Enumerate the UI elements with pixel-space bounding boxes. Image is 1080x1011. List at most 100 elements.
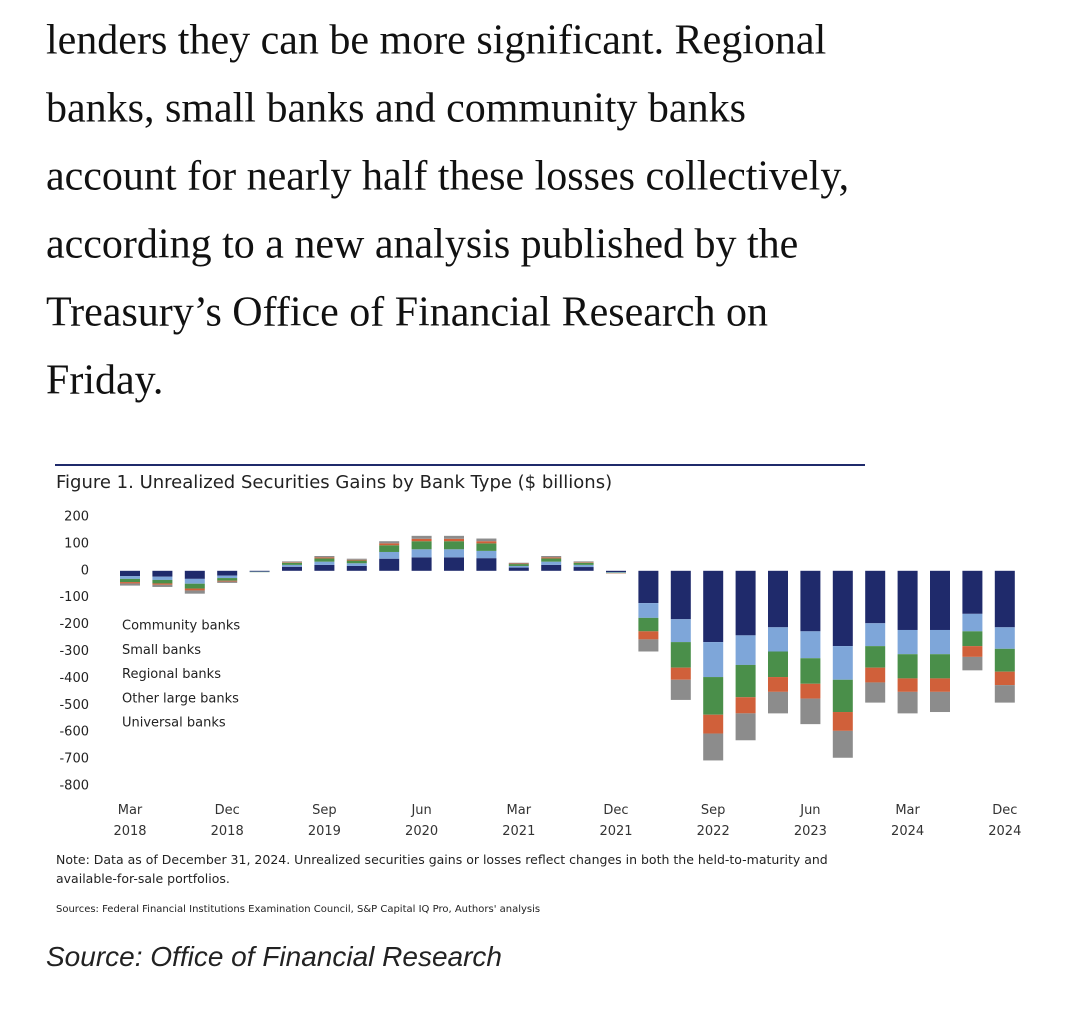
- y-tick-label: -800: [59, 779, 89, 794]
- bar-segment: [930, 570, 950, 630]
- bar-segment: [573, 562, 594, 563]
- bar-segment: [703, 677, 724, 715]
- bar-segment: [411, 549, 432, 558]
- bar-segment: [832, 646, 853, 680]
- bar-segment: [444, 549, 464, 558]
- bar-segment: [184, 578, 205, 584]
- bar-segment: [897, 629, 918, 655]
- x-tick-label: Jun 2023: [793, 803, 827, 839]
- bar-segment: [832, 730, 853, 758]
- legend-entry: Regional banks: [122, 667, 221, 682]
- bar-segment: [152, 579, 173, 584]
- x-tick-label: Dec 2021: [599, 803, 633, 839]
- bar-segment: [703, 733, 724, 761]
- bar-segment: [670, 570, 691, 620]
- y-tick-label: -500: [59, 698, 89, 713]
- bar-segment: [411, 538, 432, 542]
- bar-segment: [930, 678, 950, 692]
- bar-segment: [476, 558, 497, 571]
- y-tick-label: -700: [59, 752, 89, 767]
- bar-segment: [152, 576, 173, 580]
- bar-segment: [994, 648, 1015, 672]
- bar-segment: [606, 572, 626, 573]
- y-tick-label: -600: [59, 725, 89, 740]
- bar-segment: [541, 558, 562, 562]
- bar-segment: [314, 556, 335, 558]
- bar-segment: [735, 697, 756, 714]
- y-tick-label: -300: [59, 644, 89, 659]
- bar-segment: [994, 685, 1015, 703]
- bar-segment: [703, 642, 724, 678]
- legend-entry: Universal banks: [122, 716, 226, 731]
- bar-segment: [638, 631, 659, 640]
- bar-segment: [120, 583, 140, 586]
- bar-segment: [735, 713, 756, 741]
- bar-segment: [638, 570, 659, 604]
- bar-segment: [930, 629, 950, 655]
- x-tick-label: Sep 2019: [307, 803, 341, 839]
- bar-segment: [346, 565, 367, 571]
- bar-segment: [152, 570, 173, 577]
- bar-segment: [573, 561, 594, 563]
- y-tick-label: -100: [59, 590, 89, 605]
- bar-segment: [768, 651, 788, 678]
- bar-segment: [120, 582, 140, 584]
- bar-segment: [217, 578, 238, 581]
- bar-segment: [314, 557, 335, 559]
- bar-segment: [508, 565, 529, 568]
- bar-segment: [184, 570, 205, 579]
- bar-segment: [476, 543, 497, 551]
- bar-segment: [768, 691, 788, 714]
- bar-segment: [249, 570, 270, 572]
- bar-segment: [120, 578, 140, 583]
- bar-segment: [508, 562, 529, 564]
- bar-segment: [217, 581, 238, 583]
- bar-segment: [541, 564, 562, 571]
- bar-segment: [476, 550, 497, 559]
- bar-segment: [994, 570, 1015, 628]
- bar-segment: [314, 558, 335, 562]
- chart-note: Note: Data as of December 31, 2024. Unre…: [56, 852, 828, 886]
- bar-segment: [508, 564, 529, 566]
- bar-segment: [444, 541, 464, 550]
- bar-segment: [152, 584, 173, 587]
- bar-segment: [897, 691, 918, 714]
- bar-segment: [314, 564, 335, 571]
- x-tick-label: Dec 2024: [988, 803, 1022, 839]
- bar-segment: [152, 583, 173, 585]
- bar-segment: [184, 583, 205, 589]
- bar-segment: [508, 567, 529, 571]
- bar-segment: [282, 562, 302, 565]
- bar-segment: [606, 572, 626, 574]
- bar-segment: [800, 658, 821, 684]
- bar-segment: [184, 588, 205, 591]
- bar-segment: [768, 627, 788, 652]
- bar-segment: [735, 664, 756, 698]
- bar-segment: [897, 678, 918, 692]
- legend-entry: Community banks: [122, 619, 240, 634]
- bar-segment: [670, 619, 691, 643]
- bar-segment: [670, 679, 691, 700]
- bar-segment: [800, 698, 821, 725]
- bar-segment: [282, 564, 302, 567]
- bar-segment: [217, 570, 238, 576]
- bar-segment: [930, 691, 950, 713]
- bar-segment: [444, 557, 464, 571]
- bar-segment: [962, 570, 983, 614]
- bar-segment: [994, 627, 1015, 649]
- bar-segment: [703, 714, 724, 734]
- bar-segment: [800, 570, 821, 632]
- bar-segment: [670, 642, 691, 668]
- bar-segment: [120, 570, 140, 577]
- chart-title: Figure 1. Unrealized Securities Gains by…: [56, 472, 612, 493]
- bar-segment: [994, 671, 1015, 686]
- bar-segment: [832, 679, 853, 713]
- bar-segment: [962, 631, 983, 647]
- bar-segment: [379, 558, 400, 571]
- bar-segment: [865, 682, 886, 703]
- bar-segment: [573, 564, 594, 568]
- bar-segment: [379, 543, 400, 546]
- bar-segment: [120, 576, 140, 579]
- x-tick-label: Mar 2024: [891, 803, 925, 839]
